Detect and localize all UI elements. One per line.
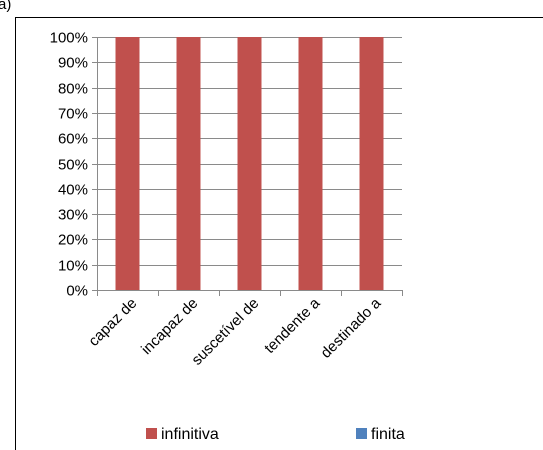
bar-infinitiva	[298, 37, 323, 290]
bar-infinitiva	[359, 37, 384, 290]
y-tick-label: 0%	[66, 283, 88, 300]
y-axis-tick-labels: 0% 10% 20% 30% 40% 50% 60% 70% 80% 90% 100%	[50, 30, 88, 300]
axes	[97, 37, 403, 296]
legend: infinitiva finita	[146, 426, 405, 443]
bars	[115, 37, 384, 290]
y-tick-label: 50%	[58, 157, 88, 174]
y-tick-label: 40%	[58, 182, 88, 199]
y-tick-label: 20%	[58, 232, 88, 249]
legend-swatch-infinitiva	[146, 428, 157, 439]
cropped-heading-fragment: a)	[0, 0, 11, 13]
legend-label-finita: finita	[371, 426, 405, 443]
x-category-label: capaz de	[85, 295, 140, 350]
x-category-label: incapaz de	[138, 295, 201, 358]
bar-infinitiva	[237, 37, 262, 290]
y-tick-label: 70%	[58, 106, 88, 123]
y-tick-label: 80%	[58, 81, 88, 98]
y-tick-label: 10%	[58, 258, 88, 275]
y-tick-label: 100%	[50, 30, 88, 47]
bar-infinitiva	[115, 37, 140, 290]
legend-swatch-finita	[356, 428, 367, 439]
y-tick-label: 90%	[58, 55, 88, 72]
x-category-label: tendente a	[261, 294, 324, 357]
y-tick-label: 60%	[58, 131, 88, 148]
y-tick-label: 30%	[58, 207, 88, 224]
legend-label-infinitiva: infinitiva	[161, 426, 219, 443]
bar-infinitiva	[176, 37, 201, 290]
x-category-label: destinado a	[317, 294, 384, 361]
